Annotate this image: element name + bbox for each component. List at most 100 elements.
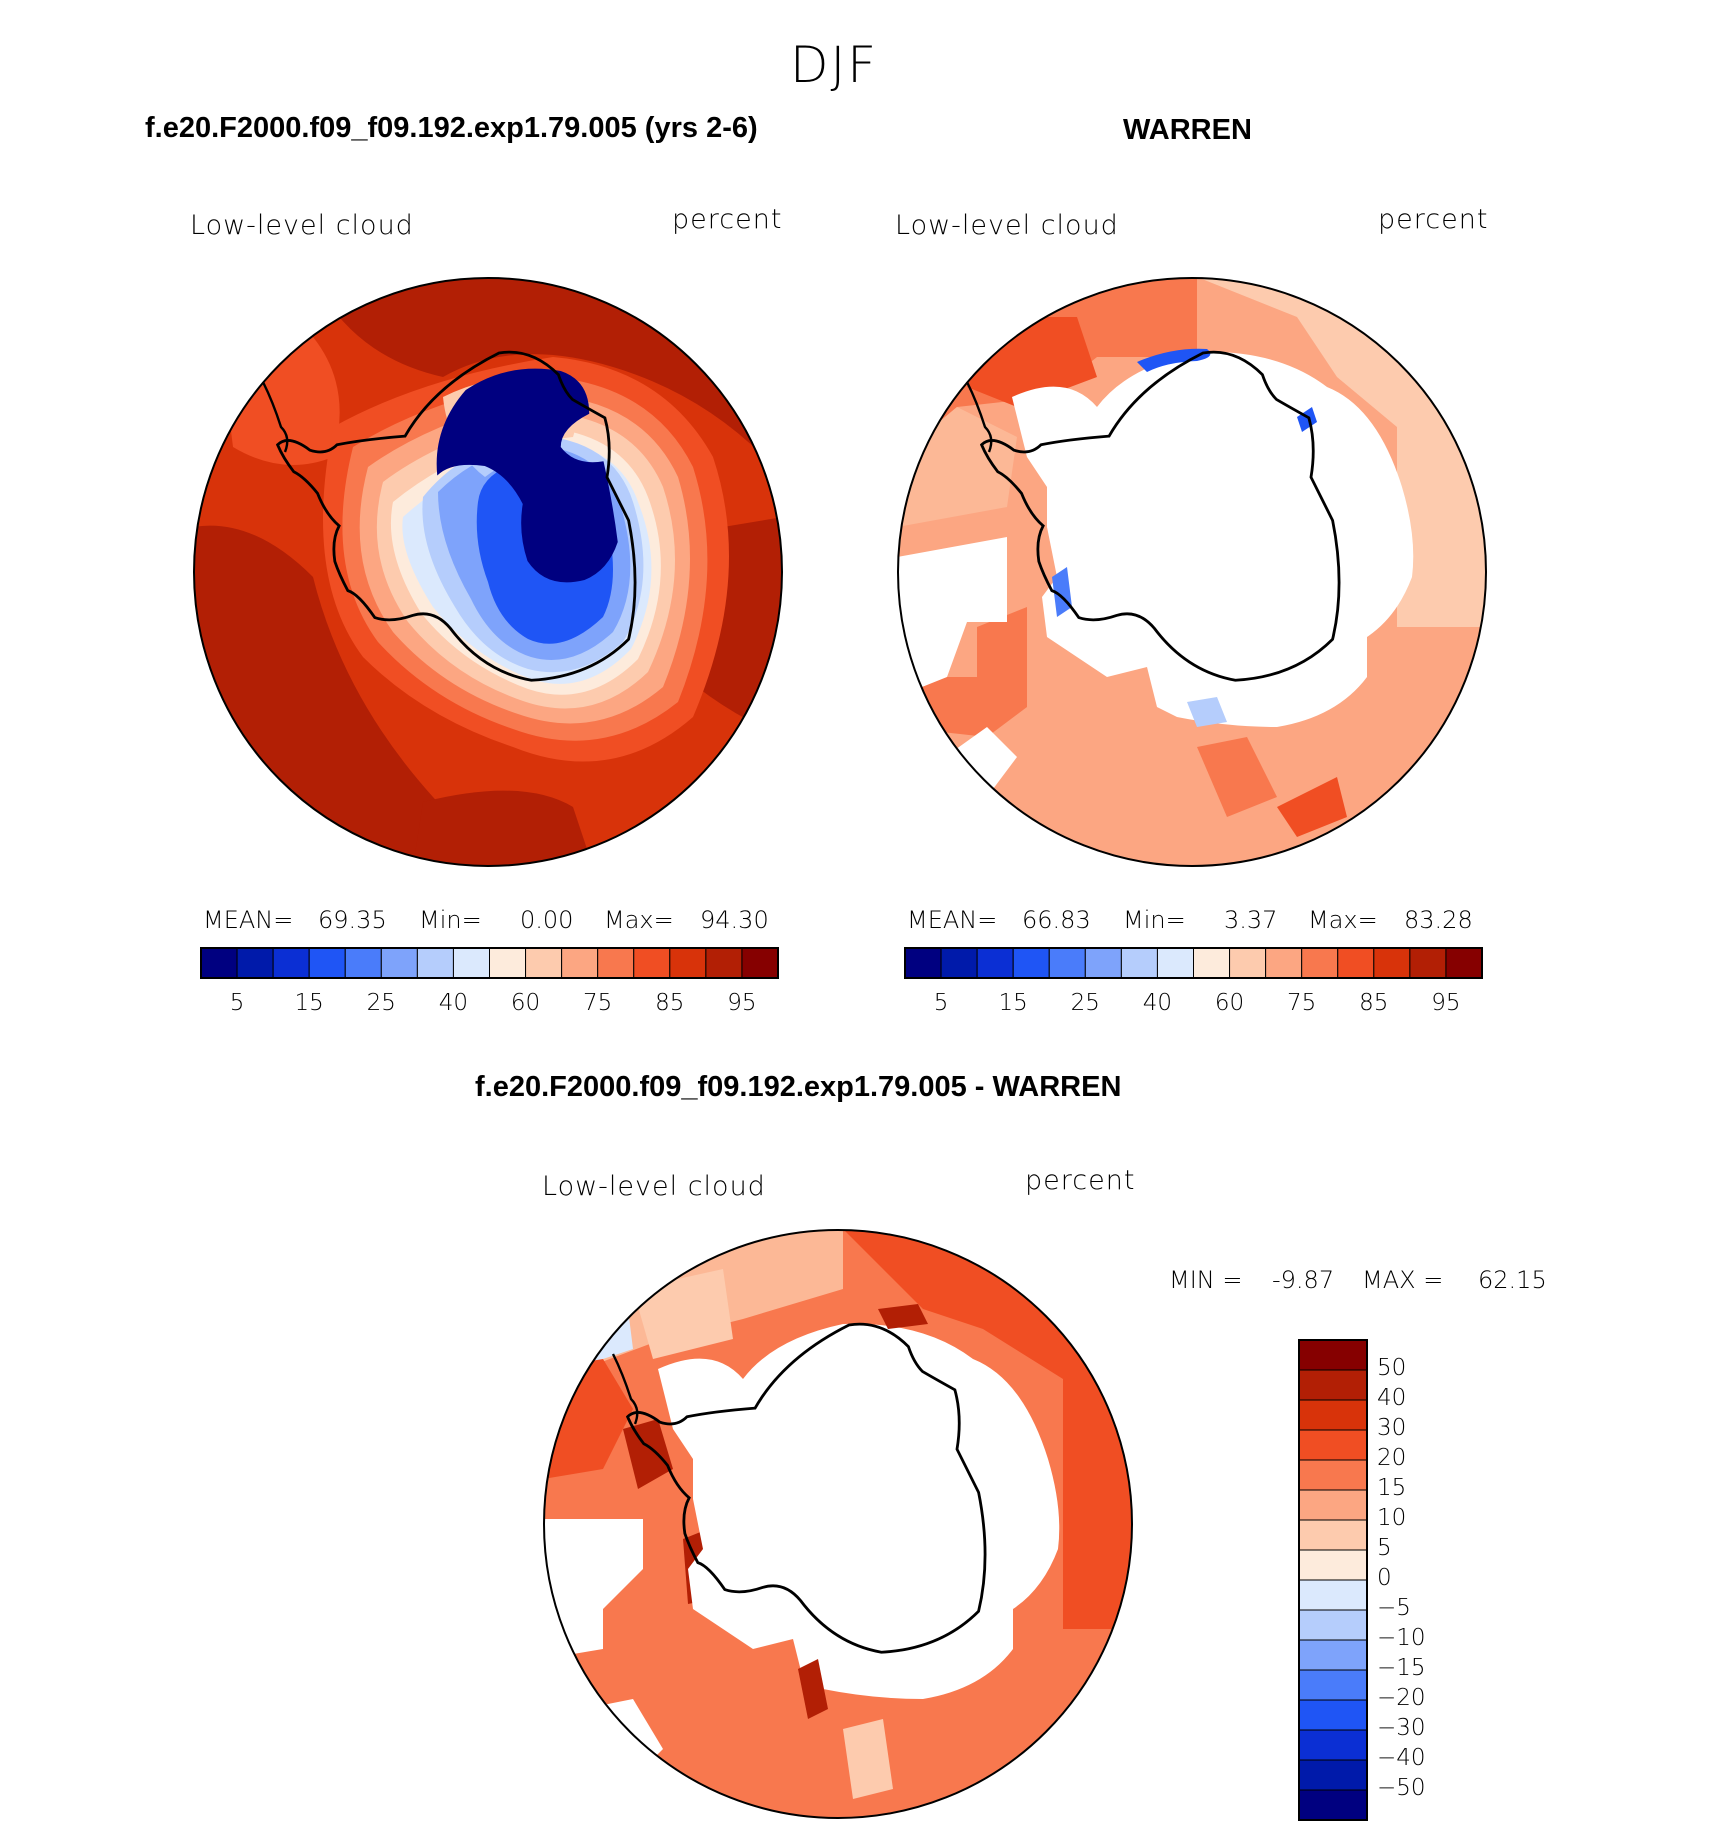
colorbar-swatch bbox=[1298, 1429, 1368, 1461]
panel1-max-label: Max= bbox=[604, 906, 674, 934]
map2-band-east-peach bbox=[1337, 377, 1486, 627]
map3-pale-south bbox=[843, 1719, 893, 1799]
map3-nodata-west bbox=[544, 1519, 643, 1659]
map-model bbox=[193, 277, 783, 867]
colorbar-obs bbox=[904, 947, 1483, 979]
colorbar-swatch bbox=[633, 947, 671, 979]
colorbar-tick-label: 85 bbox=[655, 990, 685, 1016]
colorbar-swatch bbox=[308, 947, 346, 979]
map2-patch-south bbox=[1197, 737, 1277, 817]
map2-antarctica-coastline bbox=[979, 350, 1341, 682]
panel3-max-label: MAX = bbox=[1362, 1266, 1444, 1294]
colorbar-tick-label: 20 bbox=[1377, 1445, 1407, 1471]
map-diff bbox=[543, 1229, 1133, 1819]
panel2-mean-value: 66.83 bbox=[1022, 906, 1091, 934]
colorbar-swatch bbox=[1298, 1399, 1368, 1431]
map2-light-blue-south bbox=[1187, 697, 1227, 727]
colorbar-tick-label: 95 bbox=[1431, 990, 1461, 1016]
panel2-units-label: percent bbox=[1378, 204, 1489, 235]
panel2-variable-label: Low-level cloud bbox=[895, 210, 1119, 241]
colorbar-tick-label: −15 bbox=[1377, 1655, 1426, 1681]
map-obs bbox=[897, 277, 1487, 867]
map2-boundary bbox=[897, 277, 1487, 867]
colorbar-swatch bbox=[1120, 947, 1158, 979]
colorbar-tick-label: 60 bbox=[1214, 990, 1245, 1016]
map3-boundary bbox=[543, 1229, 1133, 1819]
map1-dark-patch-south bbox=[413, 790, 593, 866]
panel3-min-label: MIN = bbox=[1169, 1266, 1243, 1294]
colorbar-swatch bbox=[344, 947, 382, 979]
map3-peninsula-coastline bbox=[611, 1353, 639, 1425]
colorbar-swatch bbox=[416, 947, 454, 979]
colorbar-swatch bbox=[1193, 947, 1231, 979]
colorbar-tick-label: −5 bbox=[1377, 1595, 1411, 1621]
panel-title-diff: f.e20.F2000.f09_f09.192.exp1.79.005 - WA… bbox=[475, 1071, 1122, 1103]
map3-dark-south bbox=[798, 1659, 828, 1719]
colorbar-tick-label: 15 bbox=[1377, 1475, 1407, 1501]
colorbar-swatch bbox=[1298, 1759, 1368, 1791]
colorbar-tick-label: −30 bbox=[1377, 1715, 1426, 1741]
colorbar-swatch bbox=[1298, 1489, 1368, 1521]
map1-dark-band-sw bbox=[194, 525, 782, 866]
panel1-mean-label: MEAN= bbox=[203, 906, 294, 934]
colorbar-swatch bbox=[525, 947, 563, 979]
colorbar-swatch bbox=[1084, 947, 1122, 979]
colorbar-swatch bbox=[489, 947, 527, 979]
map1-boundary bbox=[193, 277, 783, 867]
colorbar-swatch bbox=[1298, 1549, 1368, 1581]
panel1-mean-value: 69.35 bbox=[318, 906, 387, 934]
map1-antarctica-coastline bbox=[275, 350, 637, 682]
colorbar-tick-label: 5 bbox=[1377, 1535, 1392, 1561]
colorbar-tick-label: 5 bbox=[933, 990, 949, 1016]
colorbar-tick-label: 30 bbox=[1377, 1415, 1407, 1441]
map1-peninsula-coastline bbox=[261, 381, 289, 453]
colorbar-swatch bbox=[976, 947, 1014, 979]
colorbar-tick-label: 50 bbox=[1377, 1355, 1407, 1381]
colorbar-swatch bbox=[1298, 1789, 1368, 1821]
colorbar-tick-label: −10 bbox=[1377, 1625, 1426, 1651]
colorbar-swatch bbox=[705, 947, 743, 979]
colorbar-tick-label: 75 bbox=[583, 990, 613, 1016]
colorbar-tick-label: 75 bbox=[1287, 990, 1317, 1016]
panel3-units-label: percent bbox=[1025, 1165, 1136, 1196]
colorbar-swatch bbox=[1298, 1729, 1368, 1761]
colorbar-swatch bbox=[741, 947, 779, 979]
colorbar-swatch bbox=[1337, 947, 1375, 979]
colorbar-tick-label: −20 bbox=[1377, 1685, 1426, 1711]
colorbar-tick-label: 40 bbox=[1377, 1385, 1407, 1411]
colorbar-tick-label: 15 bbox=[294, 990, 324, 1016]
colorbar-swatch bbox=[236, 947, 274, 979]
colorbar-swatch bbox=[1048, 947, 1086, 979]
panel3-max-value: 62.15 bbox=[1478, 1266, 1547, 1294]
panel2-min-value: 3.37 bbox=[1224, 906, 1278, 934]
panel1-min-value: 0.00 bbox=[520, 906, 574, 934]
colorbar-swatch bbox=[1298, 1639, 1368, 1671]
colorbar-swatch bbox=[1298, 1669, 1368, 1701]
map2-peninsula-coastline bbox=[965, 381, 993, 453]
colorbar-tick-label: −50 bbox=[1377, 1775, 1426, 1801]
panel1-max-value: 94.30 bbox=[700, 906, 769, 934]
colorbar-swatch bbox=[1298, 1609, 1368, 1641]
colorbar-tick-label: 60 bbox=[510, 990, 541, 1016]
map2-blue-ross bbox=[1137, 348, 1211, 372]
colorbar-tick-label: 85 bbox=[1359, 990, 1389, 1016]
colorbar-tick-label: 25 bbox=[366, 990, 396, 1016]
colorbar-tick-label: 15 bbox=[998, 990, 1028, 1016]
colorbar-swatch bbox=[561, 947, 599, 979]
colorbar-swatch bbox=[1373, 947, 1411, 979]
map1-plateau-navy bbox=[436, 368, 618, 583]
colorbar-outline bbox=[200, 947, 779, 979]
colorbar-tick-label: 10 bbox=[1377, 1505, 1407, 1531]
colorbar-model bbox=[200, 947, 779, 979]
panel3-min-value: -9.87 bbox=[1272, 1266, 1335, 1294]
colorbar-swatch bbox=[940, 947, 978, 979]
colorbar-tick-label: 40 bbox=[438, 990, 469, 1016]
map2-blue-west bbox=[1052, 567, 1072, 617]
colorbar-swatch bbox=[1012, 947, 1050, 979]
colorbar-swatch bbox=[272, 947, 310, 979]
colorbar-swatch bbox=[904, 947, 942, 979]
panel-title-obs: WARREN bbox=[1123, 114, 1252, 146]
colorbar-swatch bbox=[669, 947, 707, 979]
colorbar-swatch bbox=[200, 947, 238, 979]
colorbar-swatch bbox=[597, 947, 635, 979]
